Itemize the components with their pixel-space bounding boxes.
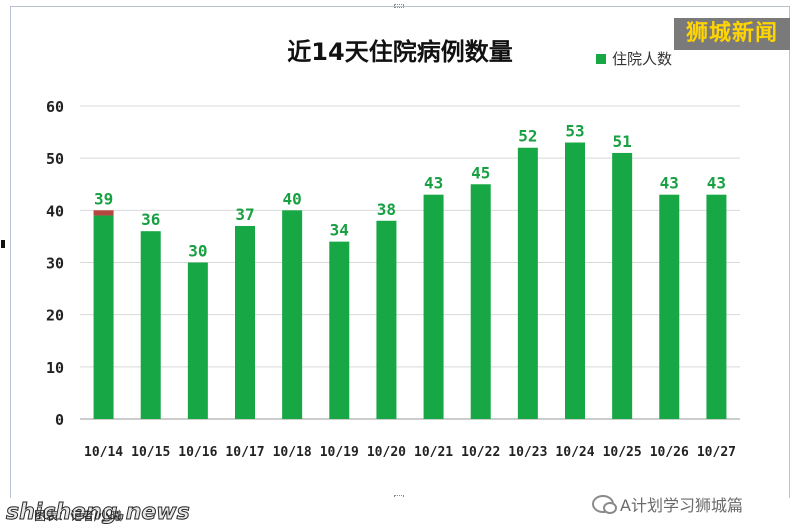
x-tick-label: 10/21 [414, 445, 453, 460]
bar-highlight [93, 210, 114, 216]
bar [470, 184, 491, 419]
brand-logo: 狮城新闻 [674, 18, 790, 50]
chart-title: 近14天住院病例数量 [287, 38, 512, 66]
bar [612, 152, 633, 419]
y-tick-label: 0 [55, 411, 64, 429]
x-tick-label: 10/27 [697, 445, 736, 460]
x-tick-label: 10/17 [225, 445, 264, 460]
data-label: 43 [660, 174, 679, 193]
bar [376, 220, 397, 419]
y-tick-label: 50 [46, 150, 64, 168]
y-tick-label: 10 [46, 359, 64, 377]
x-tick-label: 10/19 [320, 445, 359, 460]
data-label: 43 [707, 174, 726, 193]
bar [565, 142, 585, 419]
data-label: 43 [424, 174, 443, 193]
bar [93, 215, 114, 419]
resize-handle-left[interactable] [1, 240, 5, 248]
x-tick-label: 10/14 [84, 445, 123, 460]
credit-note: 图表：记者/小曦 [34, 509, 123, 523]
legend-label: 住院人数 [612, 50, 672, 68]
bar [706, 194, 727, 419]
x-tick-label: 10/16 [178, 445, 217, 460]
x-tick-label: 10/26 [650, 445, 689, 460]
x-tick-label: 10/24 [555, 445, 594, 460]
watermark: shicheng.news [6, 500, 191, 526]
data-label: 30 [188, 242, 207, 261]
resize-handle-top[interactable] [394, 4, 404, 8]
data-label: 39 [94, 189, 113, 208]
footer [0, 498, 800, 531]
bar [235, 225, 255, 419]
data-label: 37 [235, 205, 254, 224]
bar [423, 194, 444, 419]
data-label: 36 [141, 210, 160, 229]
y-tick-label: 20 [46, 307, 64, 325]
bar [140, 231, 161, 419]
data-label: 52 [518, 127, 537, 146]
bar [187, 262, 208, 419]
wechat-account[interactable]: A计划学习狮城篇 [592, 492, 743, 516]
y-tick-label: 30 [46, 255, 64, 273]
x-tick-label: 10/18 [273, 445, 312, 460]
x-tick-label: 10/25 [603, 445, 642, 460]
y-tick-label: 60 [46, 98, 64, 116]
x-tick-label: 10/20 [367, 445, 406, 460]
y-tick-label: 40 [46, 202, 64, 220]
bar [517, 147, 538, 419]
data-label: 38 [377, 200, 396, 219]
bar [282, 210, 303, 419]
data-label: 53 [565, 122, 584, 141]
bar [659, 194, 680, 419]
data-label: 34 [330, 221, 349, 240]
data-label: 51 [613, 132, 632, 151]
data-label: 45 [471, 163, 490, 182]
data-label: 40 [283, 189, 302, 208]
wechat-icon [592, 495, 617, 514]
x-tick-label: 10/23 [508, 445, 547, 460]
legend-swatch [596, 54, 606, 64]
x-tick-label: 10/15 [131, 445, 170, 460]
x-tick-label: 10/22 [461, 445, 500, 460]
wechat-account-name: A计划学习狮城篇 [620, 496, 743, 515]
bar [329, 241, 350, 419]
